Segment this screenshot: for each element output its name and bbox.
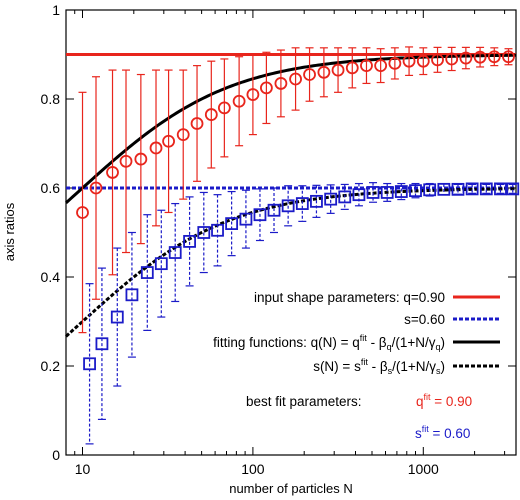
point-s — [197, 226, 211, 239]
point-s — [183, 234, 196, 248]
point-q — [246, 88, 260, 101]
point-s — [437, 182, 451, 196]
plot-area — [65, 9, 517, 456]
point-q — [331, 63, 345, 77]
point-s — [253, 208, 267, 222]
point-q — [89, 181, 103, 195]
point-q — [374, 59, 388, 73]
x-axis-title: number of particles N — [229, 481, 353, 496]
point-s — [465, 182, 479, 196]
point-q — [106, 166, 119, 179]
point-q — [274, 77, 288, 90]
point-q — [119, 154, 133, 168]
point-s — [494, 182, 507, 196]
point-s — [295, 197, 309, 210]
x-tick-label: 10 — [75, 461, 91, 477]
legend: input shape parameters: q=0.90 s=0.60 fi… — [213, 290, 500, 376]
y-tick-label: 0.2 — [41, 358, 61, 374]
y-tick-label: 0.8 — [41, 91, 61, 107]
point-q — [473, 50, 487, 64]
point-q — [134, 152, 148, 166]
legend-fit-s-label: s(N) = sfit - βs/(1+N/γs) — [313, 357, 445, 376]
point-s — [380, 186, 394, 199]
x-tick-label: 1000 — [408, 461, 439, 477]
point-s — [310, 194, 323, 208]
point-q — [289, 72, 302, 86]
point-s — [83, 357, 96, 371]
point-q — [317, 65, 331, 79]
y-tick-label: 0.6 — [41, 180, 61, 196]
point-s — [140, 266, 154, 279]
y-tick-label: 0.4 — [41, 269, 61, 285]
y-tick-label: 0 — [52, 447, 60, 463]
point-q — [502, 50, 515, 64]
point-s — [479, 182, 493, 196]
point-q — [217, 101, 231, 115]
point-s — [324, 192, 338, 206]
point-q — [303, 68, 316, 81]
tick-labels: 0 0.2 0.4 0.6 0.8 1 10 100 1000 — [41, 2, 440, 477]
y-tick-label: 1 — [52, 2, 60, 18]
point-q — [259, 81, 273, 95]
best-fit-q: qfit = 0.90 — [416, 392, 472, 409]
axis-ticks — [65, 9, 516, 456]
point-s — [267, 203, 281, 217]
y-axis-title: axis ratios — [2, 202, 17, 261]
point-q — [232, 94, 246, 108]
legend-input-q-label: input shape parameters: q=0.90 — [254, 290, 445, 305]
point-q — [459, 51, 473, 65]
point-s — [281, 199, 295, 213]
best-fit-s: sfit = 0.60 — [415, 424, 470, 441]
point-s — [225, 217, 239, 231]
point-s — [366, 186, 380, 199]
point-s — [110, 310, 124, 324]
x-tick-label: 100 — [241, 461, 265, 477]
point-q — [190, 117, 204, 130]
point-s — [211, 223, 224, 237]
point-s — [423, 183, 437, 197]
markers — [76, 50, 520, 371]
point-s — [125, 288, 139, 302]
point-s — [239, 212, 253, 226]
point-s — [394, 185, 408, 198]
point-q — [360, 59, 373, 73]
error-bars — [78, 46, 517, 445]
point-s — [409, 184, 422, 198]
point-q — [345, 61, 359, 75]
best-fit-label: best fit parameters: — [246, 394, 362, 409]
point-s — [154, 257, 168, 271]
point-q — [149, 141, 163, 155]
point-q — [431, 53, 444, 67]
best-fit-annotation: best fit parameters: qfit = 0.90 sfit = … — [246, 392, 472, 441]
legend-fit-q-label: fitting functions: q(N) = qfit - βq/(1+N… — [213, 333, 445, 352]
point-q — [445, 52, 459, 66]
point-s — [506, 182, 520, 196]
point-q — [388, 57, 402, 70]
point-q — [402, 54, 416, 68]
point-s — [451, 182, 465, 196]
point-q — [176, 128, 190, 142]
point-q — [204, 108, 218, 121]
point-s — [95, 337, 109, 351]
point-q — [76, 206, 89, 219]
point-q — [416, 54, 430, 68]
point-s — [352, 188, 366, 202]
point-q — [487, 50, 501, 64]
legend-input-s-label: s=0.60 — [404, 312, 445, 327]
point-q — [162, 134, 175, 148]
point-s — [338, 190, 352, 204]
point-s — [168, 246, 182, 259]
